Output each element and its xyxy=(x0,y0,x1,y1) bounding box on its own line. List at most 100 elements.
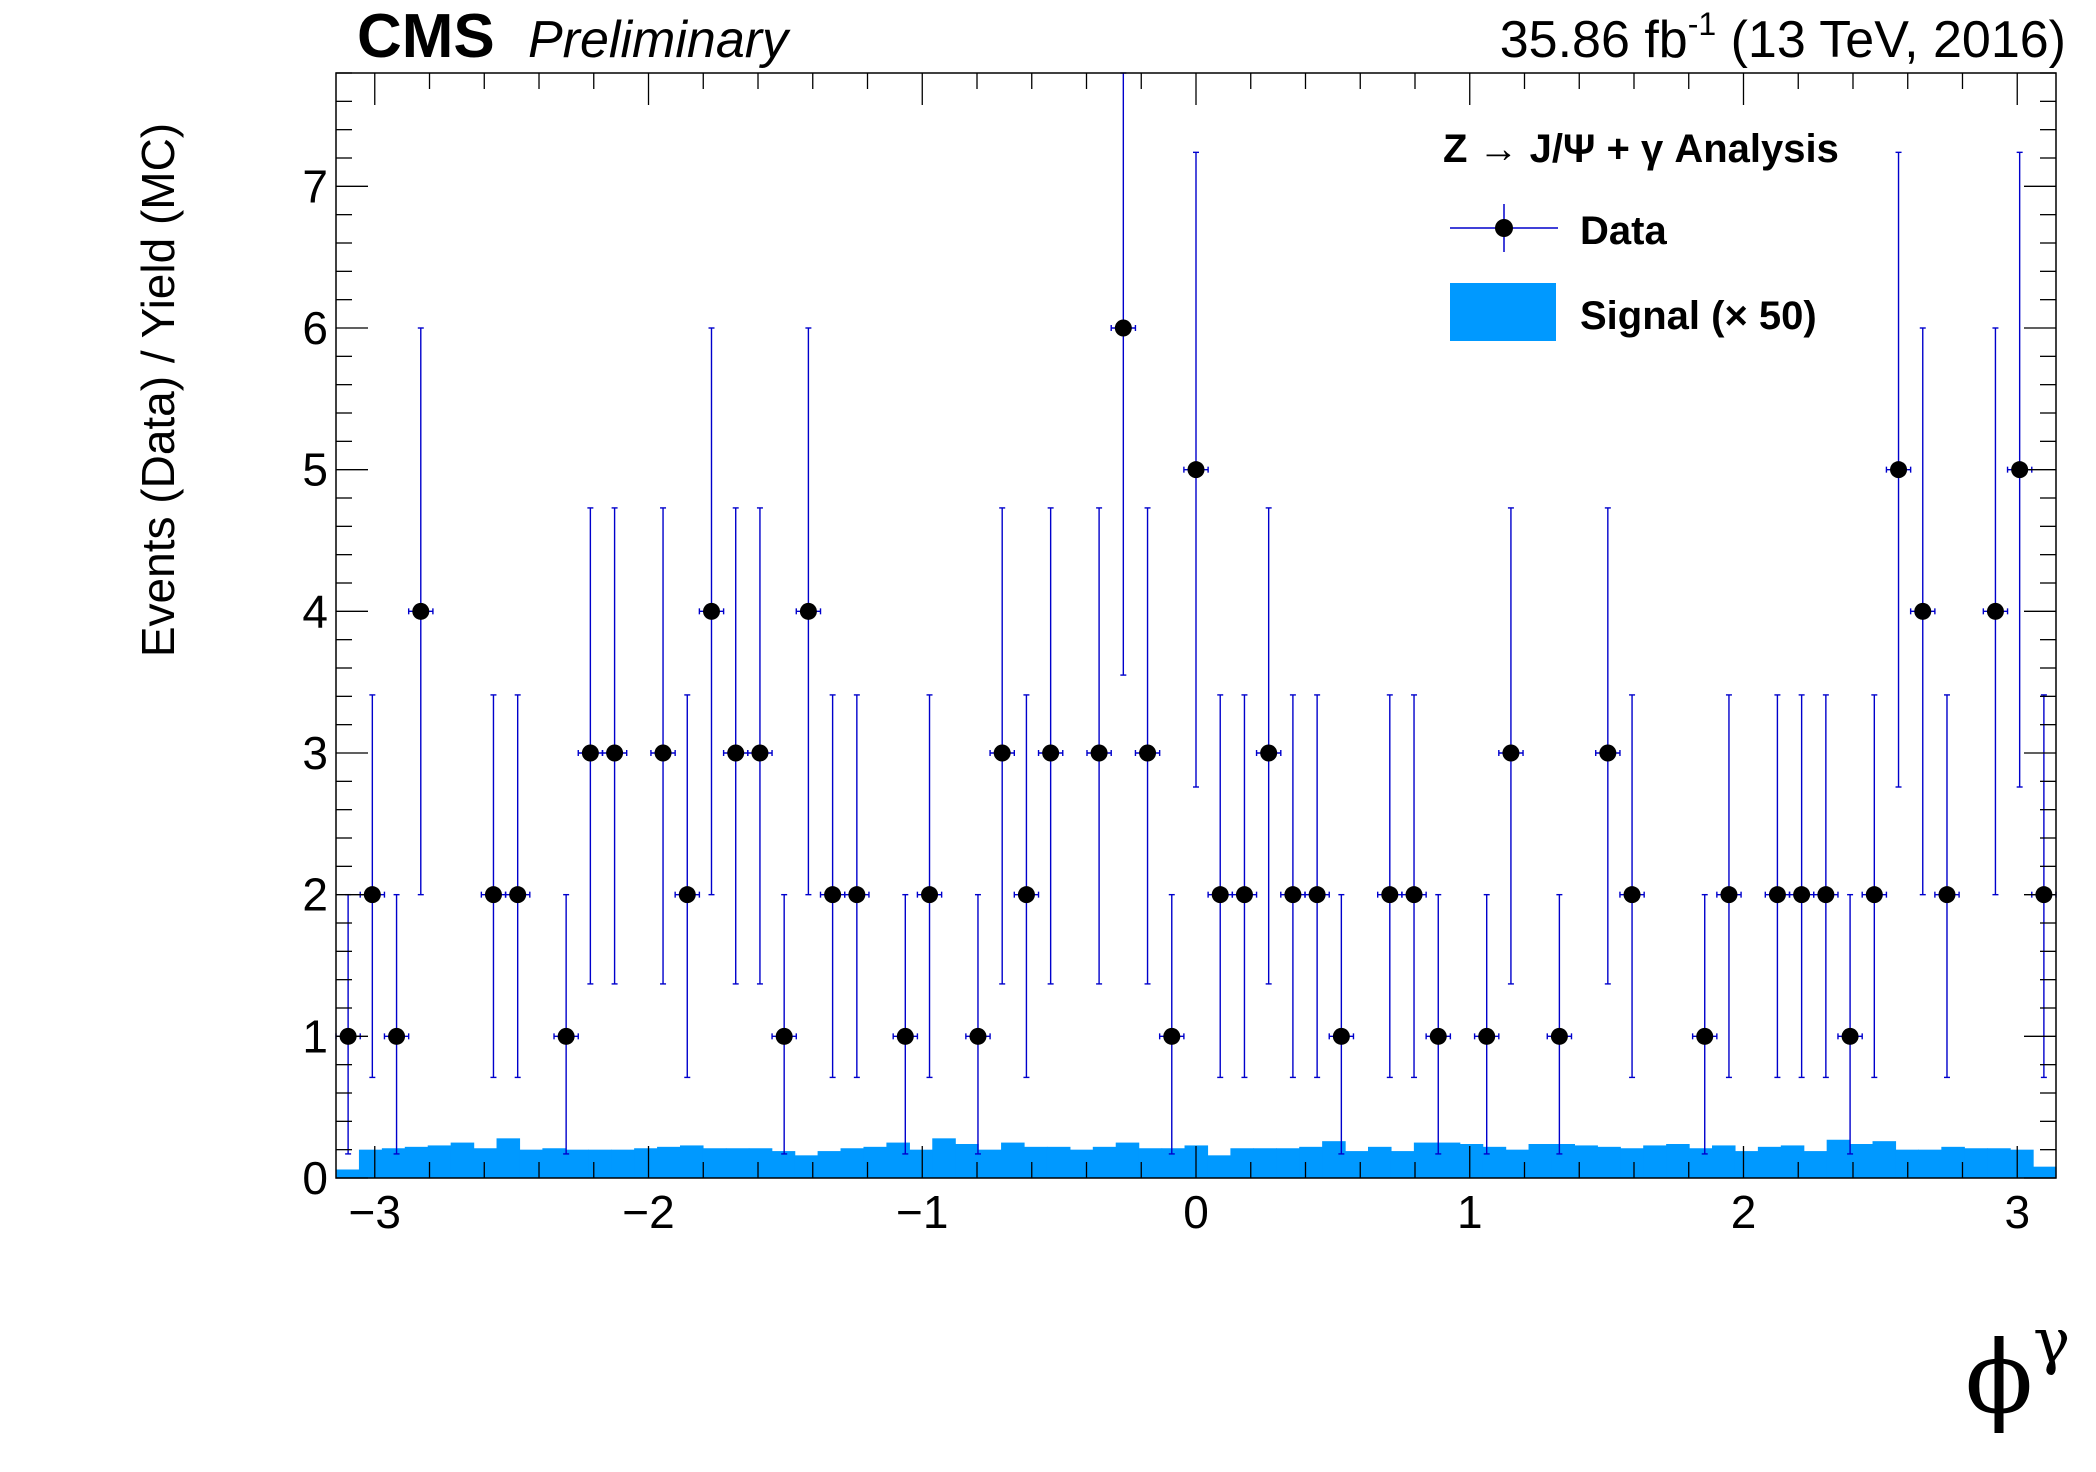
y-tick-label: 4 xyxy=(302,585,328,637)
signal-bar xyxy=(1253,1148,1277,1178)
data-point xyxy=(1768,886,1786,904)
signal-bar xyxy=(1092,1146,1117,1178)
data-point xyxy=(484,886,502,904)
x-tick-label: 3 xyxy=(2004,1186,2030,1238)
signal-bar xyxy=(1001,1142,1025,1178)
data-point xyxy=(412,602,430,620)
axis-ticks xyxy=(336,72,2056,1179)
data-point xyxy=(702,602,720,620)
signal-bar xyxy=(1069,1149,1094,1178)
data-points xyxy=(339,319,2053,1045)
signal-bar xyxy=(702,1148,727,1178)
signal-bar xyxy=(1230,1148,1254,1178)
data-point xyxy=(799,602,817,620)
signal-bar xyxy=(1345,1151,1369,1178)
data-point xyxy=(1817,886,1835,904)
data-point xyxy=(1696,1027,1714,1045)
signal-bar xyxy=(1390,1151,1415,1178)
signal-bar xyxy=(725,1148,750,1178)
data-point xyxy=(1187,461,1205,479)
signal-bar xyxy=(542,1148,566,1178)
data-point xyxy=(557,1027,575,1045)
signal-bar xyxy=(381,1148,406,1178)
signal-bar xyxy=(473,1148,498,1178)
data-point xyxy=(1914,602,1932,620)
signal-bar xyxy=(1115,1142,1140,1178)
preliminary-label: Preliminary xyxy=(528,11,791,69)
signal-bar xyxy=(336,1169,360,1178)
legend-signal-label: Signal (× 50) xyxy=(1580,294,1817,338)
signal-bar xyxy=(1138,1148,1163,1178)
signal-bar xyxy=(771,1151,796,1178)
signal-bar xyxy=(840,1148,865,1178)
y-axis-label: Events (Data) / Yield (MC) xyxy=(132,123,184,657)
signal-bar xyxy=(588,1149,612,1178)
data-point xyxy=(654,744,672,762)
data-point xyxy=(1720,886,1738,904)
signal-bar xyxy=(978,1149,1002,1178)
y-tick-label: 6 xyxy=(302,302,328,354)
legend-data-label: Data xyxy=(1580,209,1667,253)
legend-signal-swatch xyxy=(1450,283,1556,341)
signal-bar xyxy=(1299,1146,1323,1178)
signal-bar xyxy=(1459,1144,1484,1178)
data-point xyxy=(896,1027,914,1045)
signal-bar xyxy=(1161,1148,1186,1178)
data-point xyxy=(1429,1027,1447,1045)
data-point xyxy=(1211,886,1229,904)
signal-bar xyxy=(1482,1146,1507,1178)
signal-bar xyxy=(1964,1148,1988,1178)
signal-bar xyxy=(1643,1145,1667,1178)
signal-bar xyxy=(1276,1148,1300,1178)
data-point xyxy=(1890,461,1908,479)
signal-bar xyxy=(634,1148,658,1178)
data-point xyxy=(921,886,939,904)
signal-bar xyxy=(1918,1149,1942,1178)
luminosity-exponent: -1 xyxy=(1688,6,1716,42)
signal-bar xyxy=(2033,1166,2057,1178)
data-point xyxy=(509,886,527,904)
signal-bar xyxy=(1849,1144,1874,1178)
y-tick-label: 2 xyxy=(302,869,328,921)
signal-bar xyxy=(1024,1146,1048,1178)
data-point xyxy=(993,744,1011,762)
signal-bar xyxy=(1597,1146,1621,1178)
data-point xyxy=(1163,1027,1181,1045)
x-axis-label: ϕγ xyxy=(1965,1304,2070,1436)
data-point xyxy=(1090,744,1108,762)
y-tick-label: 1 xyxy=(302,1010,328,1062)
data-point xyxy=(775,1027,793,1045)
data-point xyxy=(1550,1027,1568,1045)
signal-bar xyxy=(358,1149,383,1178)
signal-bar xyxy=(427,1145,452,1178)
cms-label: CMS xyxy=(357,2,495,71)
luminosity-energy: (13 TeV, 2016) xyxy=(1716,11,2066,69)
x-axis-symbol: ϕ xyxy=(1965,1319,2033,1436)
signal-bar xyxy=(1046,1146,1071,1178)
x-tick-label: 1 xyxy=(1457,1186,1483,1238)
luminosity-label: 35.86 fb-1 (13 TeV, 2016) xyxy=(1500,6,2066,69)
signal-bar xyxy=(1757,1146,1782,1178)
signal-bar xyxy=(1734,1151,1759,1178)
y-tick-label: 7 xyxy=(302,160,328,212)
signal-bar xyxy=(611,1149,635,1178)
signal-bar xyxy=(1551,1144,1575,1178)
x-tick-label: −3 xyxy=(349,1186,401,1238)
y-tick-label: 3 xyxy=(302,727,328,779)
data-point xyxy=(606,744,624,762)
signal-bar xyxy=(1620,1148,1644,1178)
data-point xyxy=(678,886,696,904)
signal-bar xyxy=(794,1155,819,1178)
data-point xyxy=(1284,886,1302,904)
signal-bar xyxy=(450,1142,475,1178)
data-point xyxy=(1599,744,1617,762)
data-point xyxy=(1793,886,1811,904)
x-tick-label: −1 xyxy=(896,1186,948,1238)
data-point xyxy=(1042,744,1060,762)
signal-bar xyxy=(1987,1148,2011,1178)
data-point xyxy=(1841,1027,1859,1045)
axis-tick-labels: 0 1 2 3 4 5 6 7 −3 −2 −1 0 1 2 3 xyxy=(302,160,2030,1238)
signal-bar xyxy=(1826,1139,1851,1178)
signal-bar xyxy=(1505,1149,1530,1178)
